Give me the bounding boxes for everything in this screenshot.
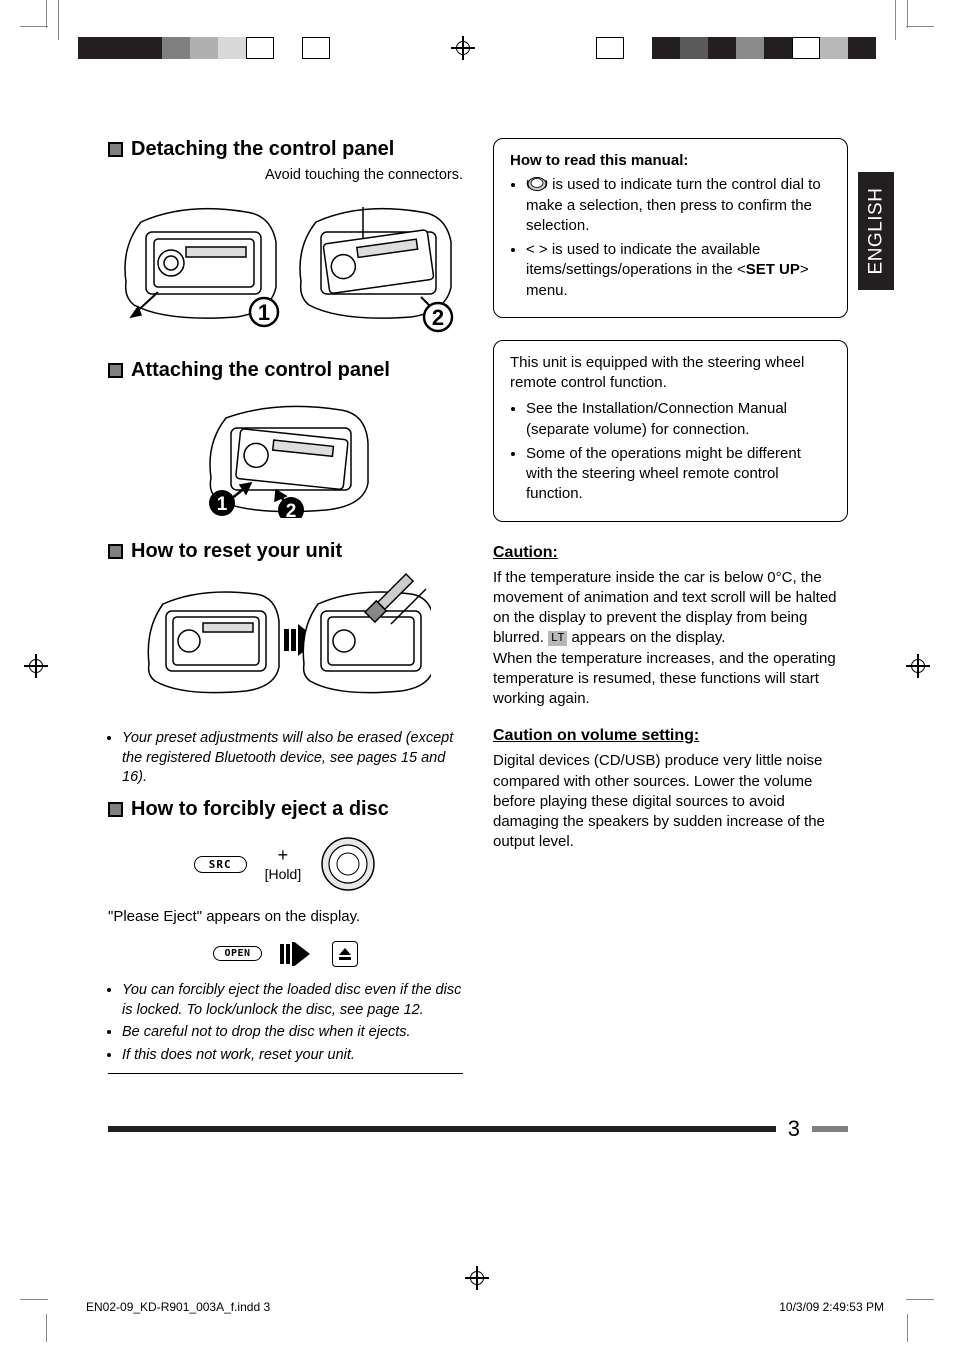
- registration-mark-right: [906, 654, 930, 678]
- control-dial-icon: [319, 835, 377, 893]
- turn-dial-icon: [526, 176, 548, 192]
- svg-text:2: 2: [431, 305, 443, 330]
- eject-sequence-2: OPEN: [108, 941, 463, 967]
- section-title-eject: How to forcibly eject a disc: [108, 798, 463, 821]
- registration-mark-top: [451, 36, 475, 60]
- eject-sequence-1: SRC + [Hold]: [108, 835, 463, 893]
- eject-notes: You can forcibly eject the loaded disc e…: [108, 981, 463, 1065]
- connector-caption: Avoid touching the connectors.: [108, 167, 463, 183]
- caution-text-2: When the temperature increases, and the …: [493, 649, 848, 710]
- registration-mark-bottom: [465, 1266, 489, 1290]
- lt-indicator-icon: LT: [548, 631, 567, 646]
- page-number: 3: [776, 1116, 812, 1142]
- language-tab: ENGLISH: [858, 172, 894, 290]
- title-bullet-icon: [108, 802, 123, 817]
- eject-display-text: "Please Eject" appears on the display.: [108, 907, 463, 927]
- dial-usage-item: is used to indicate turn the control dia…: [526, 175, 831, 236]
- crop-marks-top: [0, 36, 954, 60]
- print-slug: EN02-09_KD-R901_003A_f.indd 3 10/3/09 2:…: [86, 1300, 884, 1314]
- eject-icon: [332, 941, 358, 967]
- svg-text:1: 1: [216, 494, 227, 515]
- reset-diagram: [108, 569, 463, 709]
- attach-diagram: 1 2: [108, 388, 463, 518]
- steering-wheel-box: This unit is equipped with the steering …: [493, 340, 848, 522]
- src-button-icon: SRC: [194, 856, 247, 873]
- page-footer: 3: [108, 1116, 848, 1142]
- open-button-icon: OPEN: [213, 946, 261, 961]
- color-bar-right: [596, 37, 876, 59]
- title-bullet-icon: [108, 363, 123, 378]
- color-bar-left: [78, 37, 330, 59]
- svg-text:2: 2: [285, 501, 296, 518]
- section-title-attaching: Attaching the control panel: [108, 359, 463, 382]
- section-title-detaching: Detaching the control panel: [108, 138, 463, 161]
- reset-notes: Your preset adjustments will also be era…: [108, 729, 463, 788]
- detach-diagram: 1 2: [108, 187, 463, 337]
- section-title-reset: How to reset your unit: [108, 540, 463, 563]
- title-bullet-icon: [108, 142, 123, 157]
- left-column: Detaching the control panel Avoid touchi…: [108, 138, 463, 1088]
- setup-usage-item: < > is used to indicate the available it…: [526, 240, 831, 301]
- manual-reading-box: How to read this manual: is used to indi…: [493, 138, 848, 318]
- caution-text-1: If the temperature inside the car is bel…: [493, 568, 848, 649]
- caution-volume-heading: Caution on volume setting:: [493, 727, 848, 745]
- registration-mark-left: [24, 654, 48, 678]
- caution-volume-text: Digital devices (CD/USB) produce very li…: [493, 751, 848, 852]
- right-column: How to read this manual: is used to indi…: [493, 138, 848, 1088]
- svg-text:1: 1: [257, 300, 269, 325]
- title-bullet-icon: [108, 544, 123, 559]
- caution-heading: Caution:: [493, 544, 848, 562]
